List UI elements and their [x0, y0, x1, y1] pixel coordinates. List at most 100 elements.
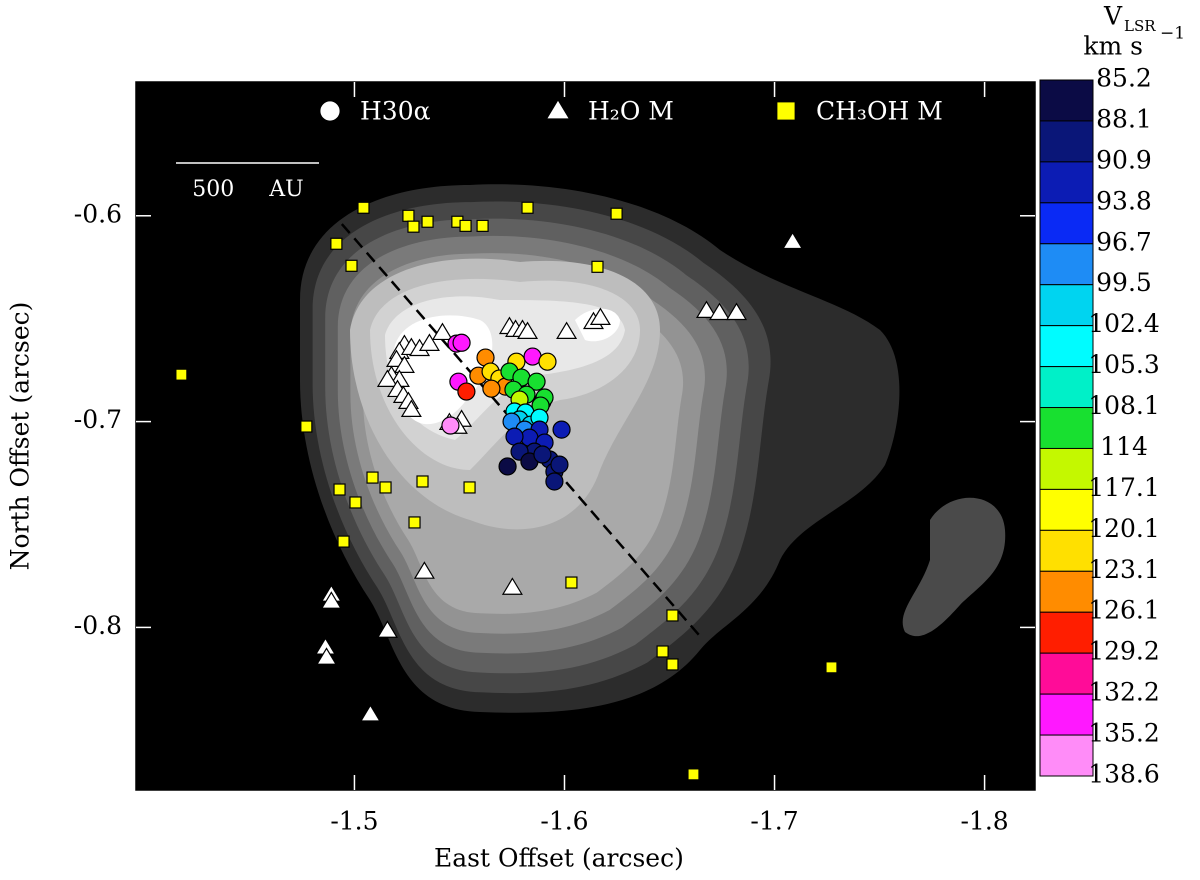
colorbar-label: 99.5 — [1096, 268, 1152, 297]
colorbar-bin — [1039, 529, 1094, 572]
legend-label: H30α — [360, 97, 431, 126]
square-point — [666, 658, 679, 671]
colorbar-label: 138.6 — [1088, 760, 1160, 789]
x-axis-title: East Offset (arcsec) — [434, 844, 684, 873]
circle-point — [552, 420, 571, 439]
colorbar-label: 132.2 — [1088, 678, 1160, 707]
legend-label: H₂O M — [588, 97, 674, 126]
triangle-point — [695, 300, 717, 319]
colorbar-label: 85.2 — [1096, 64, 1152, 93]
colorbar-label: 90.9 — [1096, 145, 1152, 174]
square-point — [175, 368, 188, 381]
colorbar-bin — [1039, 202, 1094, 245]
triangle-point — [320, 591, 342, 609]
circle-point — [457, 382, 476, 401]
square-point — [421, 215, 434, 228]
colorbar-bin — [1039, 407, 1094, 449]
triangle-point — [431, 322, 453, 341]
square-point — [349, 496, 362, 509]
square-point — [333, 483, 346, 496]
square-point — [407, 220, 420, 233]
triangle-point — [556, 321, 578, 340]
square-point — [666, 609, 679, 622]
circle-point — [441, 416, 460, 435]
square-point — [825, 661, 838, 674]
x-tick-label: -1.6 — [540, 807, 588, 836]
colorbar-bin — [1039, 611, 1094, 654]
colorbar-bin — [1039, 734, 1094, 777]
square-point — [459, 219, 472, 232]
triangle-point — [376, 620, 398, 638]
square-point — [402, 209, 415, 222]
triangle-point — [418, 333, 440, 351]
triangle-point — [376, 369, 398, 387]
colorbar-label: 123.1 — [1088, 555, 1160, 584]
colorbar-title: V — [1103, 2, 1123, 31]
colorbar-label: 126.1 — [1088, 596, 1160, 625]
square-point — [476, 219, 489, 232]
square-point — [687, 768, 700, 781]
triangle-point — [517, 321, 539, 340]
square-point — [416, 475, 429, 488]
triangle-point — [400, 399, 422, 418]
colorbar-bin — [1039, 693, 1094, 736]
colorbar-label: 108.1 — [1088, 391, 1160, 420]
colorbar-bin — [1039, 243, 1094, 286]
circle-point — [452, 333, 471, 352]
circle-point — [527, 372, 546, 391]
x-tick-label: -1.8 — [960, 807, 1008, 836]
triangle-point — [359, 704, 381, 722]
circle-point — [498, 457, 517, 476]
colorbar-unit: km s — [1083, 32, 1143, 61]
circle-point — [538, 352, 557, 371]
triangle-point — [782, 231, 804, 250]
y-tick-label: -0.6 — [74, 199, 122, 228]
colorbar-label: 120.1 — [1088, 514, 1160, 543]
plot-frame — [135, 81, 1036, 791]
colorbar-label: 117.1 — [1088, 473, 1160, 502]
colorbar-label: 135.2 — [1088, 719, 1160, 748]
square-point — [366, 471, 379, 484]
square-point — [357, 201, 370, 214]
triangle-point — [726, 302, 748, 321]
circle-point — [505, 427, 524, 446]
circle-point — [550, 455, 569, 474]
colorbar-bin — [1039, 570, 1094, 613]
triangle-point — [709, 302, 731, 321]
colorbar-bin — [1039, 366, 1094, 409]
triangle-point — [413, 561, 435, 579]
colorbar-label: 129.2 — [1088, 637, 1160, 666]
colorbar-unit-sup: −1 — [1160, 24, 1185, 44]
y-axis-title: North Offset (arcsec) — [6, 302, 35, 571]
x-tick-label: -1.7 — [750, 807, 798, 836]
square-point — [345, 259, 358, 272]
colorbar-title-sub: LSR — [1124, 17, 1156, 35]
colorbar-label: 88.1 — [1096, 104, 1152, 133]
square-point — [337, 535, 350, 548]
colorbar-bin — [1039, 284, 1094, 327]
colorbar-label: 105.3 — [1088, 350, 1160, 379]
colorbar-bin — [1039, 161, 1094, 204]
legend-label: CH₃OH M — [816, 97, 943, 126]
square-point — [379, 481, 392, 494]
scale-bar-label: 500 AU — [192, 177, 303, 202]
triangle-point — [589, 307, 611, 326]
square-point — [565, 576, 578, 589]
axes: -1.5 -1.6 -1.7 -1.8 -0.8 -0.7 -0.6 — [74, 81, 1036, 836]
colorbar-label: 102.4 — [1088, 309, 1160, 338]
y-tick-label: -0.8 — [74, 611, 122, 640]
data-points — [175, 201, 838, 781]
square-point — [408, 516, 421, 529]
triangle-point — [316, 647, 338, 665]
colorbar-label: 96.7 — [1096, 227, 1152, 256]
triangle-point — [501, 577, 523, 595]
square-point — [330, 237, 343, 250]
colorbar-bin — [1039, 325, 1094, 368]
colorbar-label: 93.8 — [1096, 186, 1152, 215]
square-point — [656, 645, 669, 658]
triangle-point — [547, 100, 569, 119]
colorbar-bin — [1039, 652, 1094, 695]
circle-point — [533, 445, 552, 464]
square-point — [463, 481, 476, 494]
